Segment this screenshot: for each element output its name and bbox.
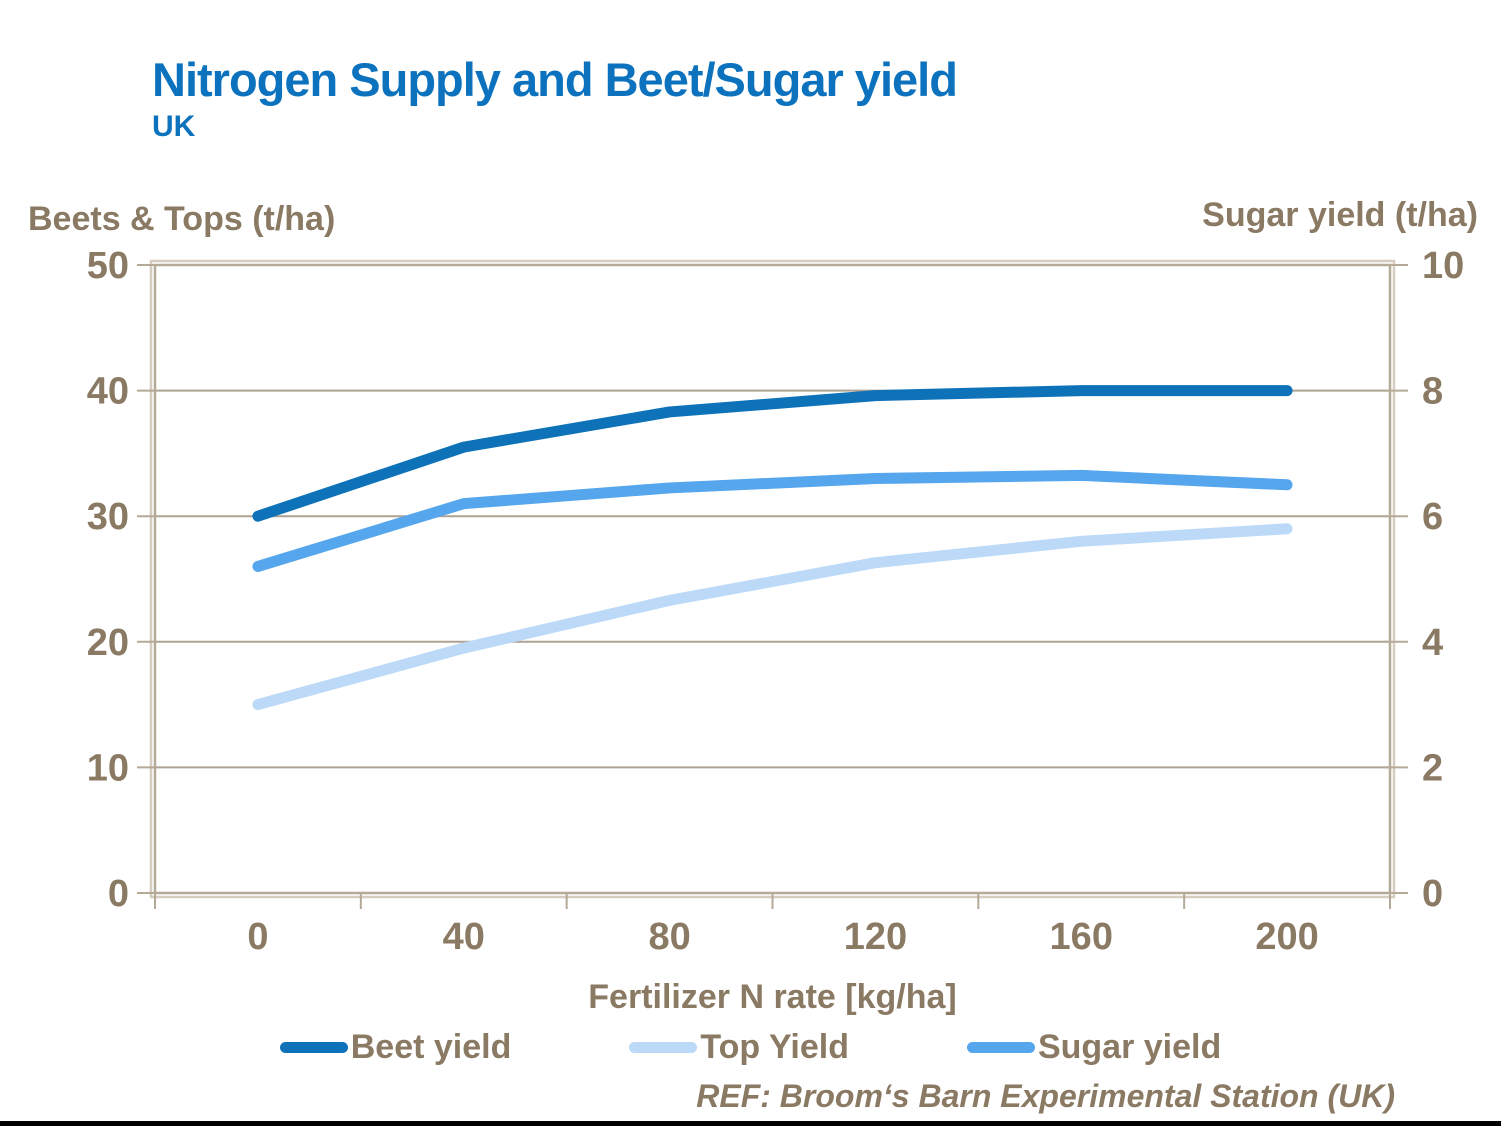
svg-text:160: 160 — [1050, 916, 1113, 958]
legend-item-beet-yield: Beet yield — [279, 1028, 512, 1067]
slide-bottom-border — [0, 1121, 1501, 1126]
svg-text:80: 80 — [648, 916, 690, 958]
chart-legend: Beet yield Top Yield Sugar yield — [0, 1028, 1501, 1067]
legend-item-sugar-yield: Sugar yield — [966, 1028, 1222, 1067]
x-axis-title: Fertilizer N rate [kg/ha] — [588, 978, 957, 1016]
svg-text:10: 10 — [1422, 245, 1464, 287]
svg-text:20: 20 — [87, 622, 129, 664]
svg-text:10: 10 — [87, 747, 129, 789]
svg-text:30: 30 — [87, 496, 129, 538]
svg-text:6: 6 — [1422, 496, 1443, 538]
chart-subtitle: UK — [152, 110, 196, 143]
svg-text:2: 2 — [1422, 747, 1443, 789]
legend-marker-beet — [279, 1042, 348, 1053]
svg-text:50: 50 — [87, 245, 129, 287]
legend-marker-sugar — [966, 1042, 1035, 1053]
legend-label: Sugar yield — [1037, 1028, 1222, 1066]
legend-marker-top — [629, 1042, 698, 1053]
legend-item-top-yield: Top Yield — [629, 1028, 849, 1067]
svg-text:8: 8 — [1422, 371, 1443, 413]
svg-text:120: 120 — [844, 916, 907, 958]
chart-title: Nitrogen Supply and Beet/Sugar yield — [152, 53, 958, 106]
left-axis-title: Beets & Tops (t/ha) — [28, 200, 336, 238]
svg-text:200: 200 — [1255, 916, 1318, 958]
svg-text:40: 40 — [87, 371, 129, 413]
svg-text:40: 40 — [443, 916, 485, 958]
reference-text: REF: Broom‘s Barn Experimental Station (… — [696, 1078, 1395, 1114]
right-axis-title: Sugar yield (t/ha) — [1202, 196, 1478, 234]
svg-text:4: 4 — [1422, 622, 1443, 664]
svg-text:0: 0 — [247, 916, 268, 958]
svg-text:0: 0 — [108, 873, 129, 915]
legend-label: Beet yield — [350, 1028, 512, 1066]
svg-text:0: 0 — [1422, 873, 1443, 915]
legend-label: Top Yield — [700, 1028, 849, 1066]
